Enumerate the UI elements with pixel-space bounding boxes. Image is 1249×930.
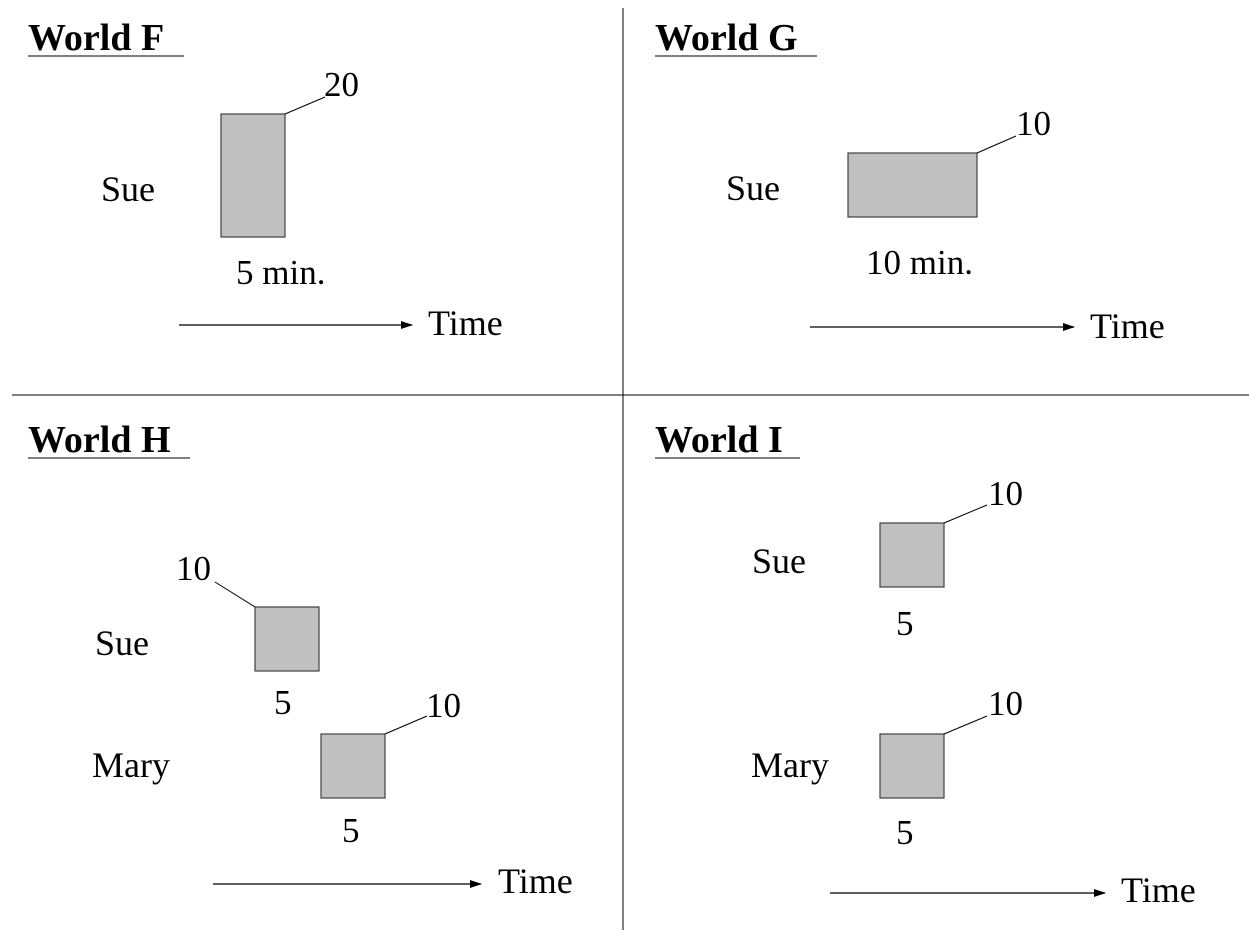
world-i-mary-height-leader	[943, 715, 988, 735]
world-g-panel: World G Sue 10 10 min. Time	[655, 17, 1165, 346]
world-i-sue-height-label: 10	[988, 474, 1023, 513]
world-g-title: World G	[655, 17, 798, 59]
world-f-panel: World F Sue 20 5 min. Time	[28, 17, 503, 343]
world-h-sue-box	[254, 606, 320, 672]
world-g-height-leader	[976, 135, 1017, 154]
world-i-time-label: Time	[1121, 870, 1196, 910]
world-h-mary-height-label: 10	[426, 686, 461, 725]
world-h-panel: World H Sue 10 5 Mary 10 5 Time	[28, 419, 573, 901]
world-i-mary-height-label: 10	[988, 684, 1023, 723]
world-i-mary-box	[879, 733, 945, 799]
world-g-height-label: 10	[1016, 104, 1051, 143]
world-h-mary-box	[320, 733, 386, 799]
world-f-time-label: Time	[428, 303, 503, 343]
world-h-sue-height-leader	[214, 581, 256, 608]
world-h-mary-label: Mary	[92, 745, 170, 785]
world-i-mary-width-label: 5	[896, 813, 914, 852]
world-i-sue-width-label: 5	[896, 604, 914, 643]
world-h-sue-width-label: 5	[274, 683, 292, 722]
world-h-mary-width-label: 5	[342, 811, 360, 850]
world-f-height-label: 20	[324, 65, 359, 104]
world-f-title: World F	[28, 17, 164, 59]
world-i-mary-label: Mary	[751, 745, 829, 785]
world-f-sue-box	[220, 113, 286, 238]
world-h-sue-label: Sue	[95, 623, 149, 663]
world-f-height-leader	[284, 96, 326, 115]
world-h-title: World H	[28, 419, 171, 461]
world-g-sue-box	[847, 152, 978, 218]
world-i-title: World I	[655, 419, 783, 461]
world-f-width-label: 5 min.	[236, 253, 325, 292]
world-i-sue-box	[879, 522, 945, 588]
world-i-panel: World I Sue 10 5 Mary 10 5 Time	[655, 419, 1196, 910]
world-f-sue-label: Sue	[101, 169, 155, 209]
world-h-time-label: Time	[498, 861, 573, 901]
world-g-time-label: Time	[1090, 306, 1165, 346]
world-g-width-label: 10 min.	[866, 243, 973, 282]
world-h-sue-height-label: 10	[176, 549, 211, 588]
world-h-mary-height-leader	[384, 715, 428, 735]
world-i-sue-height-leader	[943, 504, 988, 524]
world-g-sue-label: Sue	[726, 168, 780, 208]
world-i-sue-label: Sue	[752, 541, 806, 581]
